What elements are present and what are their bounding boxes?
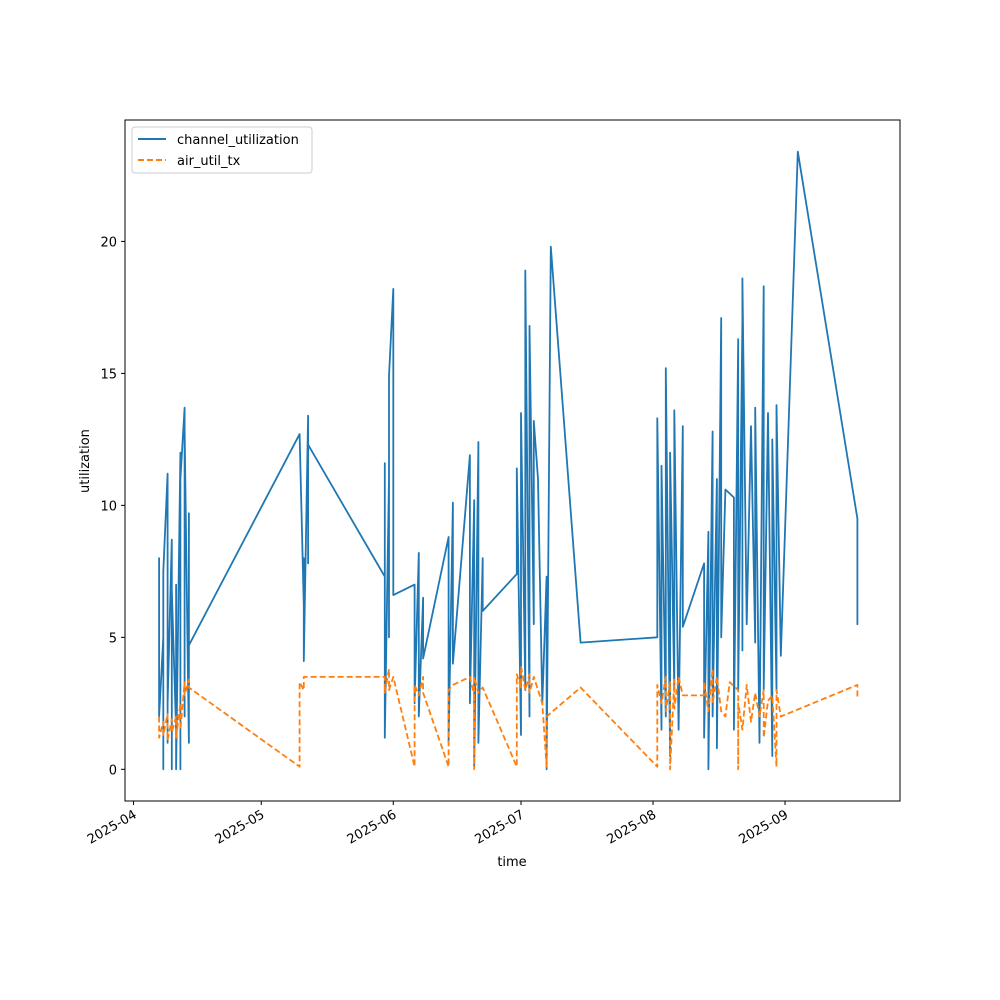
legend: channel_utilization air_util_tx	[131, 126, 313, 174]
legend-label-channel-utilization: channel_utilization	[177, 133, 299, 148]
plot-area	[158, 150, 859, 771]
x-tick-label: 2025-04	[85, 807, 140, 847]
y-tick-label: 0	[109, 763, 117, 778]
y-tick-label: 20	[100, 235, 117, 250]
x-tick-label: 2025-06	[345, 807, 400, 847]
y-axis-label: utilization	[78, 429, 93, 493]
x-tick-label: 2025-09	[736, 807, 791, 847]
x-tick-label: 2025-08	[604, 807, 659, 847]
x-axis: 2025-04 2025-05 2025-06 2025-07 2025-08 2025-…	[85, 801, 791, 848]
x-tick-label: 2025-05	[213, 807, 268, 847]
x-axis-label: time	[497, 855, 526, 870]
legend-box	[131, 126, 313, 174]
y-tick-label: 10	[100, 499, 117, 514]
axes-frame	[124, 119, 901, 802]
y-axis: 0 5 10 15 20	[100, 235, 125, 778]
x-tick-label: 2025-07	[472, 807, 527, 847]
y-tick-label: 15	[100, 367, 117, 382]
series-line-channel-utilization	[158, 150, 859, 771]
legend-label-air-util-tx: air_util_tx	[177, 154, 241, 169]
series-line-air-util-tx	[158, 665, 859, 771]
y-tick-label: 5	[109, 631, 117, 646]
